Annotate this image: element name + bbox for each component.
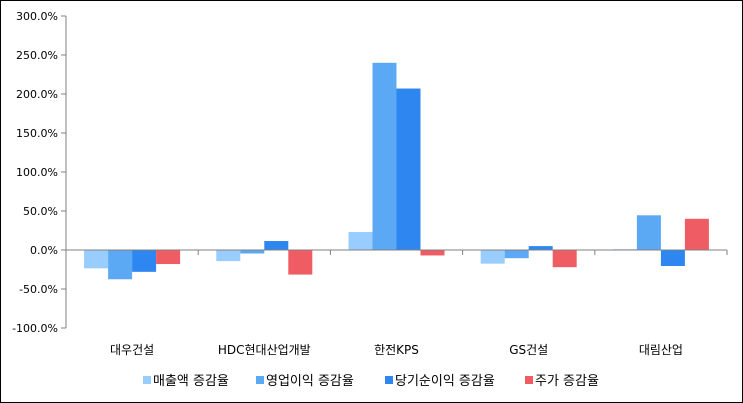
legend: 매출액 증감율 영업이익 증감율 당기순이익 증감율 주가 증감율 — [143, 374, 599, 389]
legend-label: 영업이익 증감율 — [266, 374, 354, 389]
bar-2-2 — [240, 250, 265, 254]
y-tick-label: 150.0% — [16, 127, 58, 140]
category-label: GS건설 — [509, 343, 548, 357]
y-tick-label: 50.0% — [23, 205, 58, 218]
bar-1-4 — [156, 250, 181, 265]
bar-2-3 — [264, 241, 289, 250]
bar-2-1 — [216, 250, 241, 262]
category-label: 대림산업 — [639, 343, 683, 357]
bar-5-2 — [636, 215, 661, 250]
bar-3-2 — [372, 62, 397, 250]
bar-4-2 — [504, 250, 529, 259]
bar-5-3 — [660, 250, 685, 266]
legend-label: 매출액 증감율 — [153, 374, 229, 389]
y-tick-label: 0.0% — [30, 244, 58, 257]
bars — [84, 62, 709, 280]
bar-4-4 — [552, 250, 577, 268]
legend-label: 당기순이익 증감율 — [395, 374, 495, 389]
legend-swatch — [143, 376, 151, 384]
legend-label: 주가 증감율 — [535, 374, 599, 389]
bar-1-3 — [132, 250, 157, 272]
y-tick-label: 200.0% — [16, 88, 58, 101]
y-tick-label: -100.0% — [12, 322, 58, 335]
category-labels: 대우건설 HDC현대산업개발 한전KPS GS건설 대림산업 — [110, 343, 683, 357]
bar-5-4 — [684, 218, 709, 250]
bar-3-3 — [396, 88, 421, 250]
y-axis-tick-labels: 300.0% 250.0% 200.0% 150.0% 100.0% 50.0% 0.0% -… — [12, 10, 58, 335]
bar-3-1 — [348, 232, 373, 250]
category-label: 한전KPS — [374, 343, 419, 357]
category-label: HDC현대산업개발 — [218, 343, 311, 357]
bar-4-1 — [480, 250, 505, 264]
bar-1-1 — [84, 250, 109, 269]
bar-3-4 — [420, 250, 445, 256]
category-label: 대우건설 — [110, 343, 154, 357]
legend-swatch — [256, 376, 264, 384]
y-tick-label: -50.0% — [19, 283, 58, 296]
axes — [61, 15, 728, 329]
legend-swatch — [525, 376, 533, 384]
bar-4-3 — [528, 246, 553, 250]
y-tick-label: 250.0% — [16, 49, 58, 62]
bar-2-4 — [288, 250, 313, 275]
bar-1-2 — [108, 250, 133, 280]
y-tick-label: 100.0% — [16, 166, 58, 179]
y-tick-label: 300.0% — [16, 10, 58, 23]
legend-swatch — [385, 376, 393, 384]
